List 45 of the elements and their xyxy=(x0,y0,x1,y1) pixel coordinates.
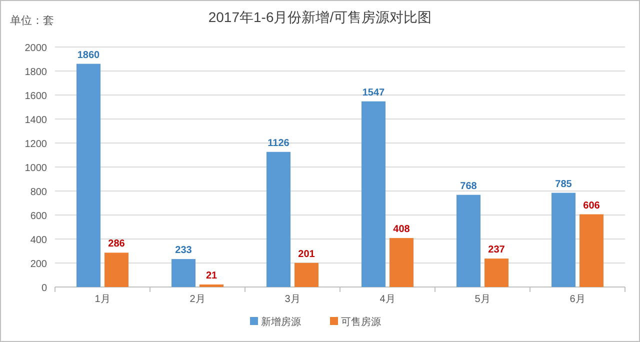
y-tick-label: 400 xyxy=(30,235,48,246)
text: 单位：套 xyxy=(10,14,54,27)
bar xyxy=(172,259,196,287)
data-label: 785 xyxy=(555,178,572,190)
legend-label: 新增房源 xyxy=(261,316,301,328)
bar xyxy=(76,64,100,287)
data-label: 233 xyxy=(175,245,192,256)
data-label: 1126 xyxy=(268,138,290,149)
bar xyxy=(552,192,576,287)
x-tick-label: 5月 xyxy=(474,294,490,305)
y-tick-label: 0 xyxy=(41,283,48,294)
bar xyxy=(484,258,508,287)
y-tick-label: 1000 xyxy=(24,163,48,174)
x-tick-label: 1月 xyxy=(94,294,110,305)
bar xyxy=(266,152,290,287)
data-label: 286 xyxy=(108,238,126,250)
legend-label: 可售房源 xyxy=(341,316,381,328)
bar xyxy=(200,284,224,287)
data-label: 237 xyxy=(488,244,506,256)
data-label: 1547 xyxy=(362,87,386,98)
x-tick-label: 4月 xyxy=(380,294,396,305)
y-tick-label: 1800 xyxy=(24,67,48,78)
y-tick-label: 200 xyxy=(30,259,48,270)
data-label: 1860 xyxy=(77,50,100,61)
data-label: 606 xyxy=(583,200,600,212)
bar xyxy=(294,262,318,287)
y-tick-label: 1600 xyxy=(24,91,48,102)
y-tick-label: 1200 xyxy=(24,139,48,150)
bar xyxy=(390,238,414,287)
bar xyxy=(456,194,480,287)
bar xyxy=(362,101,386,287)
bar xyxy=(580,214,604,287)
data-label: 21 xyxy=(206,270,218,282)
x-tick-label: 2月 xyxy=(190,294,206,305)
x-tick-label: 3月 xyxy=(284,294,300,305)
chart-title: 2017年1-6月份新增/可售房源对比图 xyxy=(208,9,432,25)
y-tick-label: 1400 xyxy=(24,115,48,126)
data-label: 768 xyxy=(460,180,478,192)
y-tick-label: 600 xyxy=(30,211,48,222)
y-tick-label: 800 xyxy=(30,187,48,198)
y-tick-label: 2000 xyxy=(24,43,48,54)
data-label: 201 xyxy=(298,248,316,260)
bar xyxy=(104,252,128,287)
data-label: 408 xyxy=(393,224,410,236)
x-tick-label: 6月 xyxy=(570,294,586,305)
